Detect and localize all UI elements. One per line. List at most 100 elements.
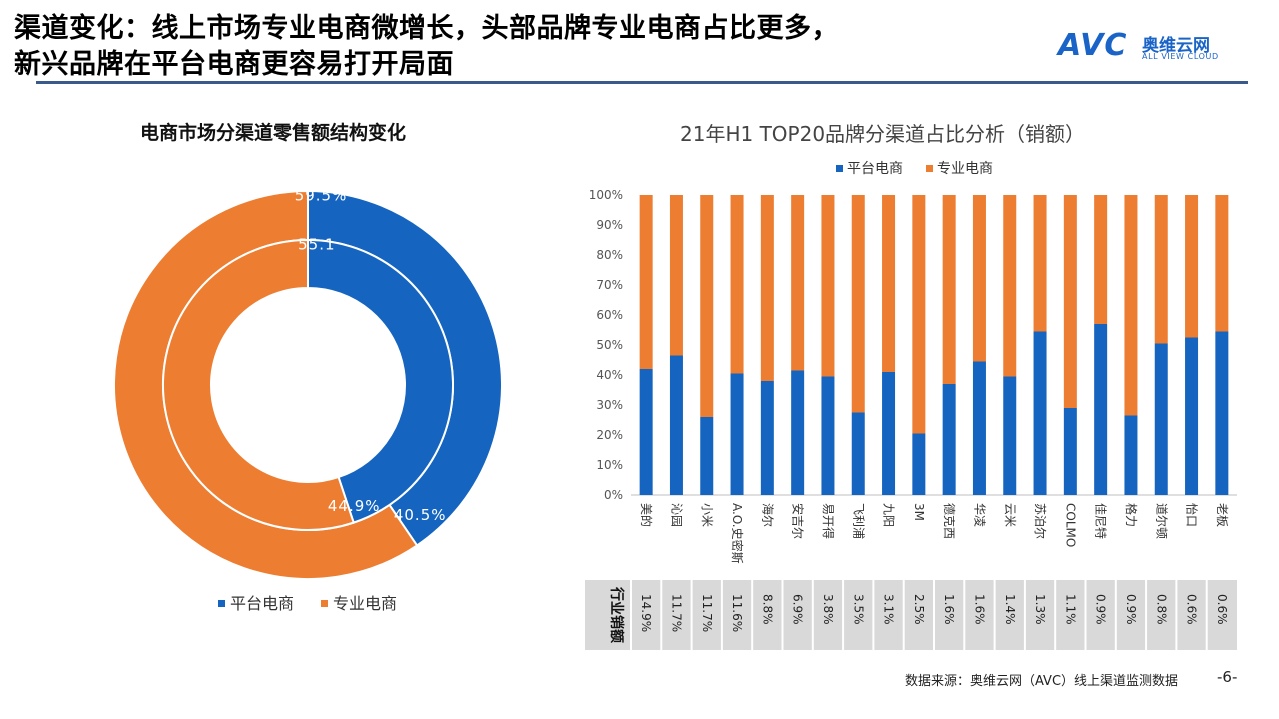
table-cell: 1.1% bbox=[1063, 594, 1077, 625]
bar-professional-19 bbox=[1215, 195, 1229, 332]
bar-platform-13 bbox=[1033, 331, 1047, 495]
table-cell: 0.6% bbox=[1215, 594, 1229, 625]
bar-platform-12 bbox=[1003, 376, 1017, 495]
x-category-label: 老板 bbox=[1215, 503, 1229, 527]
table-cell: 0.6% bbox=[1185, 594, 1199, 625]
table-cell: 11.6% bbox=[730, 594, 744, 632]
donut-legend-label-1: 专业电商 bbox=[333, 594, 397, 613]
page-title-line-2: 新兴品牌在平台电商更容易打开局面 bbox=[14, 49, 454, 80]
sales-share-table bbox=[585, 580, 1237, 650]
x-category-label: 道尔顿 bbox=[1154, 503, 1169, 539]
x-category-label: 美的 bbox=[639, 503, 654, 527]
table-header: 行业销额 bbox=[608, 586, 625, 643]
table-cell: 14.9% bbox=[639, 594, 653, 632]
bar-platform-11 bbox=[972, 361, 986, 495]
bar-legend-label-1: 专业电商 bbox=[937, 161, 993, 177]
bar-professional-0 bbox=[639, 195, 653, 369]
logo-cn-text: 奥维云网 bbox=[1142, 36, 1210, 56]
bar-platform-7 bbox=[851, 412, 865, 495]
y-tick-label: 10% bbox=[596, 458, 623, 472]
donut-legend-swatch-1 bbox=[321, 600, 328, 607]
table-cell: 11.7% bbox=[700, 594, 714, 632]
table-cell: 3.5% bbox=[851, 594, 865, 625]
bar-platform-14 bbox=[1063, 408, 1077, 495]
bar-platform-16 bbox=[1124, 415, 1138, 495]
bar-professional-4 bbox=[760, 195, 774, 381]
y-tick-label: 30% bbox=[596, 398, 623, 412]
x-category-label: 沁园 bbox=[669, 503, 683, 527]
bar-professional-17 bbox=[1154, 195, 1168, 344]
x-category-label: COLMO bbox=[1063, 503, 1077, 547]
bar-platform-3 bbox=[730, 373, 744, 495]
y-tick-label: 0% bbox=[604, 488, 623, 502]
bar-professional-6 bbox=[821, 195, 835, 377]
table-cell: 1.6% bbox=[972, 594, 986, 625]
bar-legend-swatch-0 bbox=[836, 165, 843, 172]
bar-legend-swatch-1 bbox=[926, 165, 933, 172]
table-cell: 8.8% bbox=[760, 594, 774, 625]
y-tick-label: 80% bbox=[596, 248, 623, 262]
table-cell: 0.8% bbox=[1154, 594, 1168, 625]
table-cell: 1.3% bbox=[1033, 594, 1047, 625]
bar-professional-1 bbox=[669, 195, 683, 356]
stacked-bar-chart: 平台电商 专业电商 0% 10% 20% 30% 40% 50% 60% 70% 80% 90% 10… bbox=[585, 161, 1237, 650]
bar-professional-14 bbox=[1063, 195, 1077, 408]
bar-platform-2 bbox=[700, 417, 714, 495]
x-category-label: A.O.史密斯 bbox=[730, 503, 745, 564]
bar-professional-16 bbox=[1124, 195, 1138, 416]
bar-professional-3 bbox=[730, 195, 744, 374]
bar-platform-17 bbox=[1154, 343, 1168, 495]
table-cell: 11.7% bbox=[669, 594, 683, 632]
bar-professional-18 bbox=[1185, 195, 1199, 338]
bar-platform-1 bbox=[669, 355, 683, 495]
bar-professional-5 bbox=[791, 195, 805, 371]
table-cell: 0.9% bbox=[1094, 594, 1108, 625]
x-category-label: 佳尼特 bbox=[1094, 503, 1109, 539]
bar-platform-15 bbox=[1094, 324, 1108, 495]
bar-professional-10 bbox=[942, 195, 956, 384]
table-cell: 3.1% bbox=[882, 594, 896, 625]
y-tick-label: 20% bbox=[596, 428, 623, 442]
x-category-label: 苏泊尔 bbox=[1033, 503, 1048, 539]
bar-professional-7 bbox=[851, 195, 865, 413]
x-category-label: 小米 bbox=[700, 503, 714, 527]
x-category-label: 怡口 bbox=[1185, 503, 1199, 527]
bar-professional-13 bbox=[1033, 195, 1047, 332]
bar-platform-10 bbox=[942, 384, 956, 495]
table-cell: 2.5% bbox=[912, 594, 926, 625]
y-tick-label: 90% bbox=[596, 218, 623, 232]
x-category-label: 德克西 bbox=[942, 503, 957, 539]
bar-professional-8 bbox=[882, 195, 896, 372]
page-number: -6- bbox=[1217, 668, 1238, 686]
donut-legend-label-0: 平台电商 bbox=[230, 594, 294, 613]
y-tick-label: 50% bbox=[596, 338, 623, 352]
donut-chart: 40.5% 59.5% 44.9% 55.1 平台电商 专业电商 bbox=[113, 186, 503, 613]
y-tick-label: 40% bbox=[596, 368, 623, 382]
bar-platform-0 bbox=[639, 369, 653, 495]
logo-en-text: ALL VIEW CLOUD bbox=[1142, 52, 1219, 61]
bar-legend-label-0: 平台电商 bbox=[847, 161, 903, 177]
bar-professional-11 bbox=[972, 195, 986, 362]
table-cell: 3.8% bbox=[821, 594, 835, 625]
donut-inner-label-0: 44.9% bbox=[328, 497, 381, 515]
table-cell: 1.6% bbox=[942, 594, 956, 625]
y-tick-label: 70% bbox=[596, 278, 623, 292]
bar-professional-2 bbox=[700, 195, 714, 417]
page-title-line-1: 渠道变化：线上市场专业电商微增长，头部品牌专业电商占比更多， bbox=[14, 13, 839, 44]
donut-outer-label-1: 59.5% bbox=[295, 186, 348, 204]
x-category-label: 飞利浦 bbox=[851, 503, 865, 539]
y-tick-label: 100% bbox=[589, 188, 623, 202]
x-category-label: 安吉尔 bbox=[791, 503, 806, 539]
x-category-label: 华凌 bbox=[972, 503, 986, 527]
logo-avc-text: AVC bbox=[1058, 28, 1128, 63]
table-cell: 1.4% bbox=[1003, 594, 1017, 625]
donut-inner-slice-platform bbox=[307, 238, 454, 524]
bar-chart-title: 21年H1 TOP20品牌分渠道占比分析（销额） bbox=[680, 122, 1086, 146]
donut-outer-label-0: 40.5% bbox=[394, 506, 447, 524]
x-category-label: 易开得 bbox=[821, 503, 836, 539]
x-category-label: 云米 bbox=[1003, 503, 1017, 527]
bar-platform-9 bbox=[912, 433, 926, 495]
bar-platform-8 bbox=[882, 372, 896, 495]
data-source-note: 数据来源：奥维云网（AVC）线上渠道监测数据 bbox=[905, 674, 1179, 689]
x-category-label: 格力 bbox=[1124, 503, 1139, 527]
